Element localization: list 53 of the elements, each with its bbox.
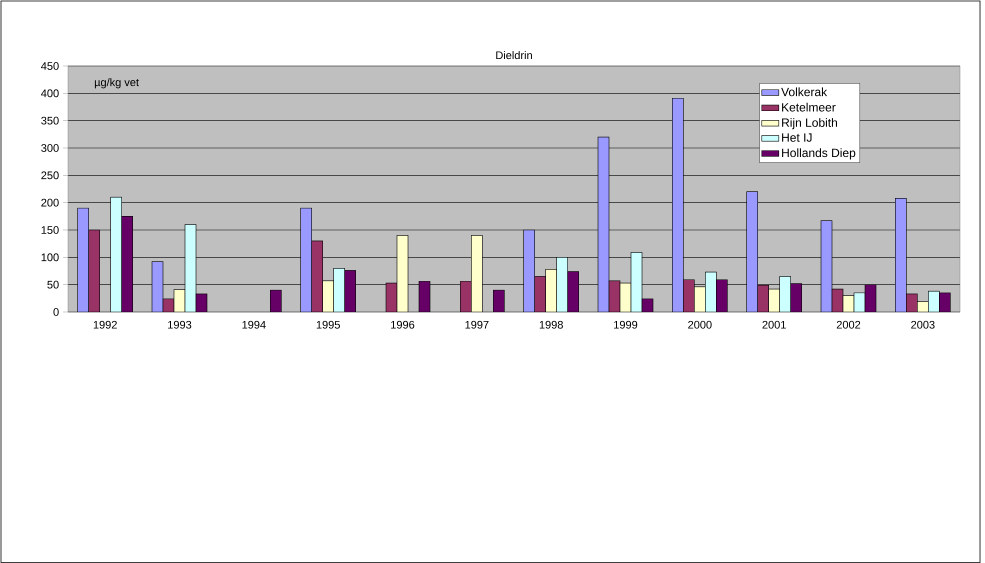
bar xyxy=(672,98,684,312)
x-tick-label: 1999 xyxy=(614,320,638,329)
y-tick-label: 350 xyxy=(41,116,59,125)
y-tick-label: 250 xyxy=(41,171,59,180)
chart-title: Dieldrin xyxy=(496,51,532,60)
legend-label: Volkerak xyxy=(781,87,828,96)
bar xyxy=(396,235,408,312)
x-tick-label: 1998 xyxy=(540,320,563,329)
bar xyxy=(77,208,89,312)
bar xyxy=(630,252,642,312)
bar xyxy=(895,198,907,312)
x-tick-label: 1997 xyxy=(465,320,489,329)
legend-label: Het IJ xyxy=(782,133,812,142)
bar xyxy=(598,136,610,312)
x-tick-label: 2002 xyxy=(836,320,860,329)
y-tick-label: 450 xyxy=(41,62,59,70)
y-tick-label: 300 xyxy=(41,144,59,152)
bar xyxy=(694,286,706,312)
y-tick-label: 200 xyxy=(41,198,59,207)
bar xyxy=(184,224,196,312)
bar xyxy=(746,191,758,312)
y-tick-label: 50 xyxy=(47,280,59,289)
x-tick-label: 1995 xyxy=(316,320,340,329)
bar xyxy=(110,196,122,312)
x-tick-label: 2000 xyxy=(688,320,712,329)
y-tick-label: 150 xyxy=(42,226,59,234)
bar xyxy=(545,269,557,312)
annotation: µg/kg vet xyxy=(94,78,139,88)
bar xyxy=(768,288,780,312)
bar xyxy=(333,268,345,312)
x-tick-label: 1994 xyxy=(242,320,266,329)
legend-label: Hollands Diep xyxy=(782,148,856,160)
bar xyxy=(779,276,791,312)
y-tick-label: 400 xyxy=(41,89,59,98)
legend-label: Ketelmeer xyxy=(782,102,836,112)
bar xyxy=(493,290,505,312)
x-tick-label: 1993 xyxy=(168,320,192,329)
bar xyxy=(471,235,483,312)
y-tick-label: 100 xyxy=(42,253,59,262)
legend-label: Rijn Lobith xyxy=(782,118,837,130)
bar xyxy=(322,280,334,312)
bar xyxy=(300,208,312,312)
x-tick-label: 2001 xyxy=(762,320,786,329)
bar xyxy=(820,220,832,312)
x-tick-label: 1996 xyxy=(391,320,414,329)
bar xyxy=(270,290,282,312)
bar xyxy=(705,272,717,312)
x-tick-label: 1992 xyxy=(94,320,117,329)
bar xyxy=(556,257,568,312)
bar xyxy=(928,290,940,312)
y-tick-label: 0 xyxy=(53,308,59,316)
bar xyxy=(523,230,535,312)
x-tick-label: 2003 xyxy=(911,320,935,329)
